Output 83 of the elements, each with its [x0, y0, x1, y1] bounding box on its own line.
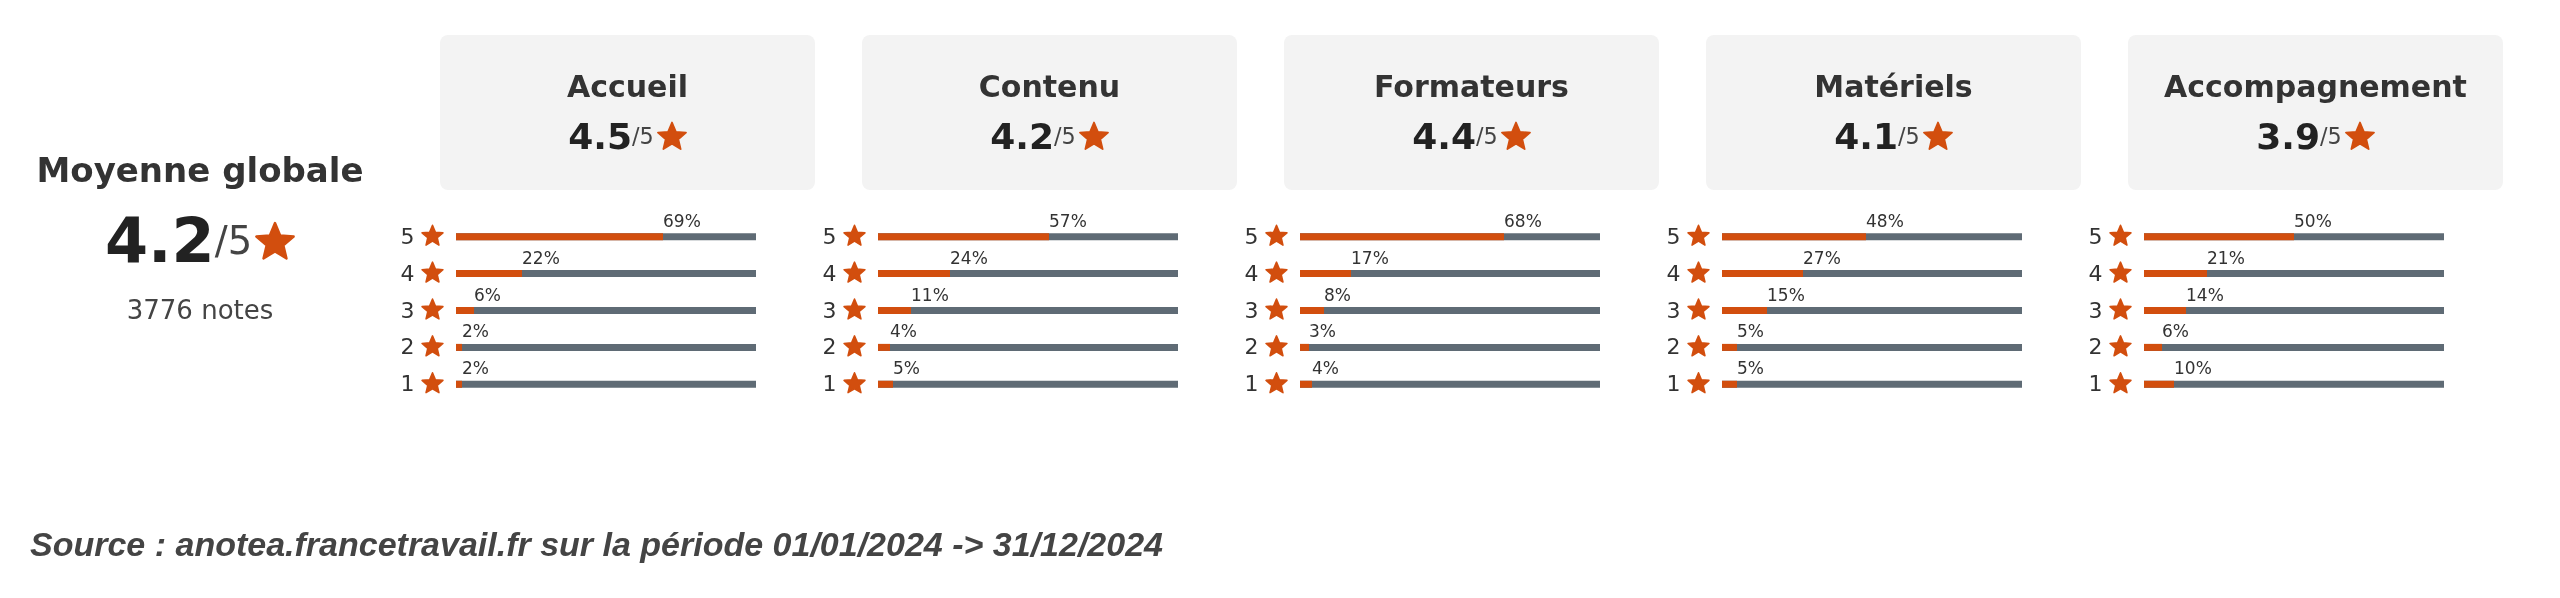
- chart-subtitle: 3.9/5: [2256, 115, 2342, 157]
- y-tick-label: 3: [1244, 297, 1259, 323]
- bar: [878, 307, 911, 314]
- bar: [1300, 307, 1324, 314]
- bar: [456, 307, 474, 314]
- data-label: 5%: [1737, 321, 1764, 342]
- bar: [878, 270, 950, 278]
- bar: [1300, 380, 1312, 388]
- y-tick-label: 4: [400, 260, 415, 286]
- y-tick-label: 3: [400, 297, 415, 323]
- bar: [1722, 307, 1767, 314]
- data-label: 2%: [462, 321, 489, 342]
- y-tick-label: 4: [2088, 260, 2103, 286]
- bar: [2144, 380, 2174, 388]
- data-label: 17%: [1351, 247, 1389, 268]
- data-label: 27%: [1803, 247, 1841, 268]
- bar: [1300, 343, 1309, 351]
- y-tick-label: 1: [1666, 371, 1681, 397]
- data-label: 57%: [1049, 210, 1087, 231]
- data-label: 50%: [2294, 210, 2332, 231]
- data-label: 5%: [893, 358, 920, 379]
- data-label: 48%: [1866, 210, 1904, 231]
- y-tick-label: 2: [1244, 334, 1259, 360]
- y-tick-label: 3: [1666, 297, 1681, 323]
- bar: [878, 343, 890, 351]
- y-tick-label: 5: [1244, 223, 1259, 249]
- y-tick-label: 1: [822, 371, 837, 397]
- chart-subtitle: 4.2/5: [990, 115, 1076, 157]
- y-tick-label: 1: [2088, 371, 2103, 397]
- y-tick-label: 1: [1244, 371, 1259, 397]
- data-label: 21%: [2207, 247, 2245, 268]
- text: 4.2/5: [104, 204, 253, 277]
- data-label: 4%: [890, 321, 917, 342]
- bar: [878, 380, 893, 388]
- chart-subtitle: 4.5/5: [568, 115, 654, 157]
- y-tick-label: 5: [1666, 223, 1681, 249]
- data-label: 15%: [1767, 284, 1805, 305]
- y-tick-label: 2: [822, 334, 837, 360]
- y-tick-label: 4: [1666, 260, 1681, 286]
- y-tick-label: 3: [2088, 297, 2103, 323]
- chart-title: Accompagnement: [2164, 68, 2467, 104]
- chart-title: Matériels: [1814, 68, 1973, 104]
- y-tick-label: 2: [400, 334, 415, 360]
- y-tick-label: 5: [822, 223, 837, 249]
- data-label: 69%: [663, 210, 701, 231]
- data-label: 10%: [2174, 358, 2212, 379]
- bar: [456, 343, 462, 351]
- chart-title: Contenu: [978, 68, 1121, 104]
- data-label: 8%: [1324, 284, 1351, 305]
- bar: [2144, 343, 2162, 351]
- data-label: 22%: [522, 247, 560, 268]
- bar: [2144, 270, 2207, 278]
- text: Moyenne globale: [36, 150, 364, 190]
- y-tick-label: 5: [400, 223, 415, 249]
- bar: [1722, 343, 1737, 351]
- bar: [2144, 307, 2186, 314]
- data-label: 5%: [1737, 358, 1764, 379]
- data-label: 14%: [2186, 284, 2224, 305]
- data-label: 3%: [1309, 321, 1336, 342]
- y-tick-label: 3: [822, 297, 837, 323]
- y-tick-label: 4: [822, 260, 837, 286]
- data-label: 24%: [950, 247, 988, 268]
- source-note: Source : anotea.francetravail.fr sur la période 01/01/2024 -> 31/12/2024: [30, 525, 1163, 564]
- bar: [456, 380, 462, 388]
- y-tick-label: 2: [1666, 334, 1681, 360]
- data-label: 6%: [2162, 321, 2189, 342]
- data-label: 11%: [911, 284, 949, 305]
- data-label: 4%: [1312, 358, 1339, 379]
- y-tick-label: 4: [1244, 260, 1259, 286]
- bar: [1300, 270, 1351, 278]
- bar: [456, 270, 522, 278]
- y-tick-label: 2: [2088, 334, 2103, 360]
- data-label: 6%: [474, 284, 501, 305]
- y-tick-label: 1: [400, 371, 415, 397]
- text: 3776 notes: [126, 295, 274, 325]
- chart-title: Formateurs: [1374, 68, 1569, 104]
- y-tick-label: 5: [2088, 223, 2103, 249]
- bar: [1722, 380, 1737, 388]
- chart-subtitle: 4.4/5: [1412, 115, 1498, 157]
- chart-title: Accueil: [566, 68, 689, 104]
- chart-subtitle: 4.1/5: [1834, 115, 1920, 157]
- data-label: 2%: [462, 358, 489, 379]
- data-label: 68%: [1504, 210, 1542, 231]
